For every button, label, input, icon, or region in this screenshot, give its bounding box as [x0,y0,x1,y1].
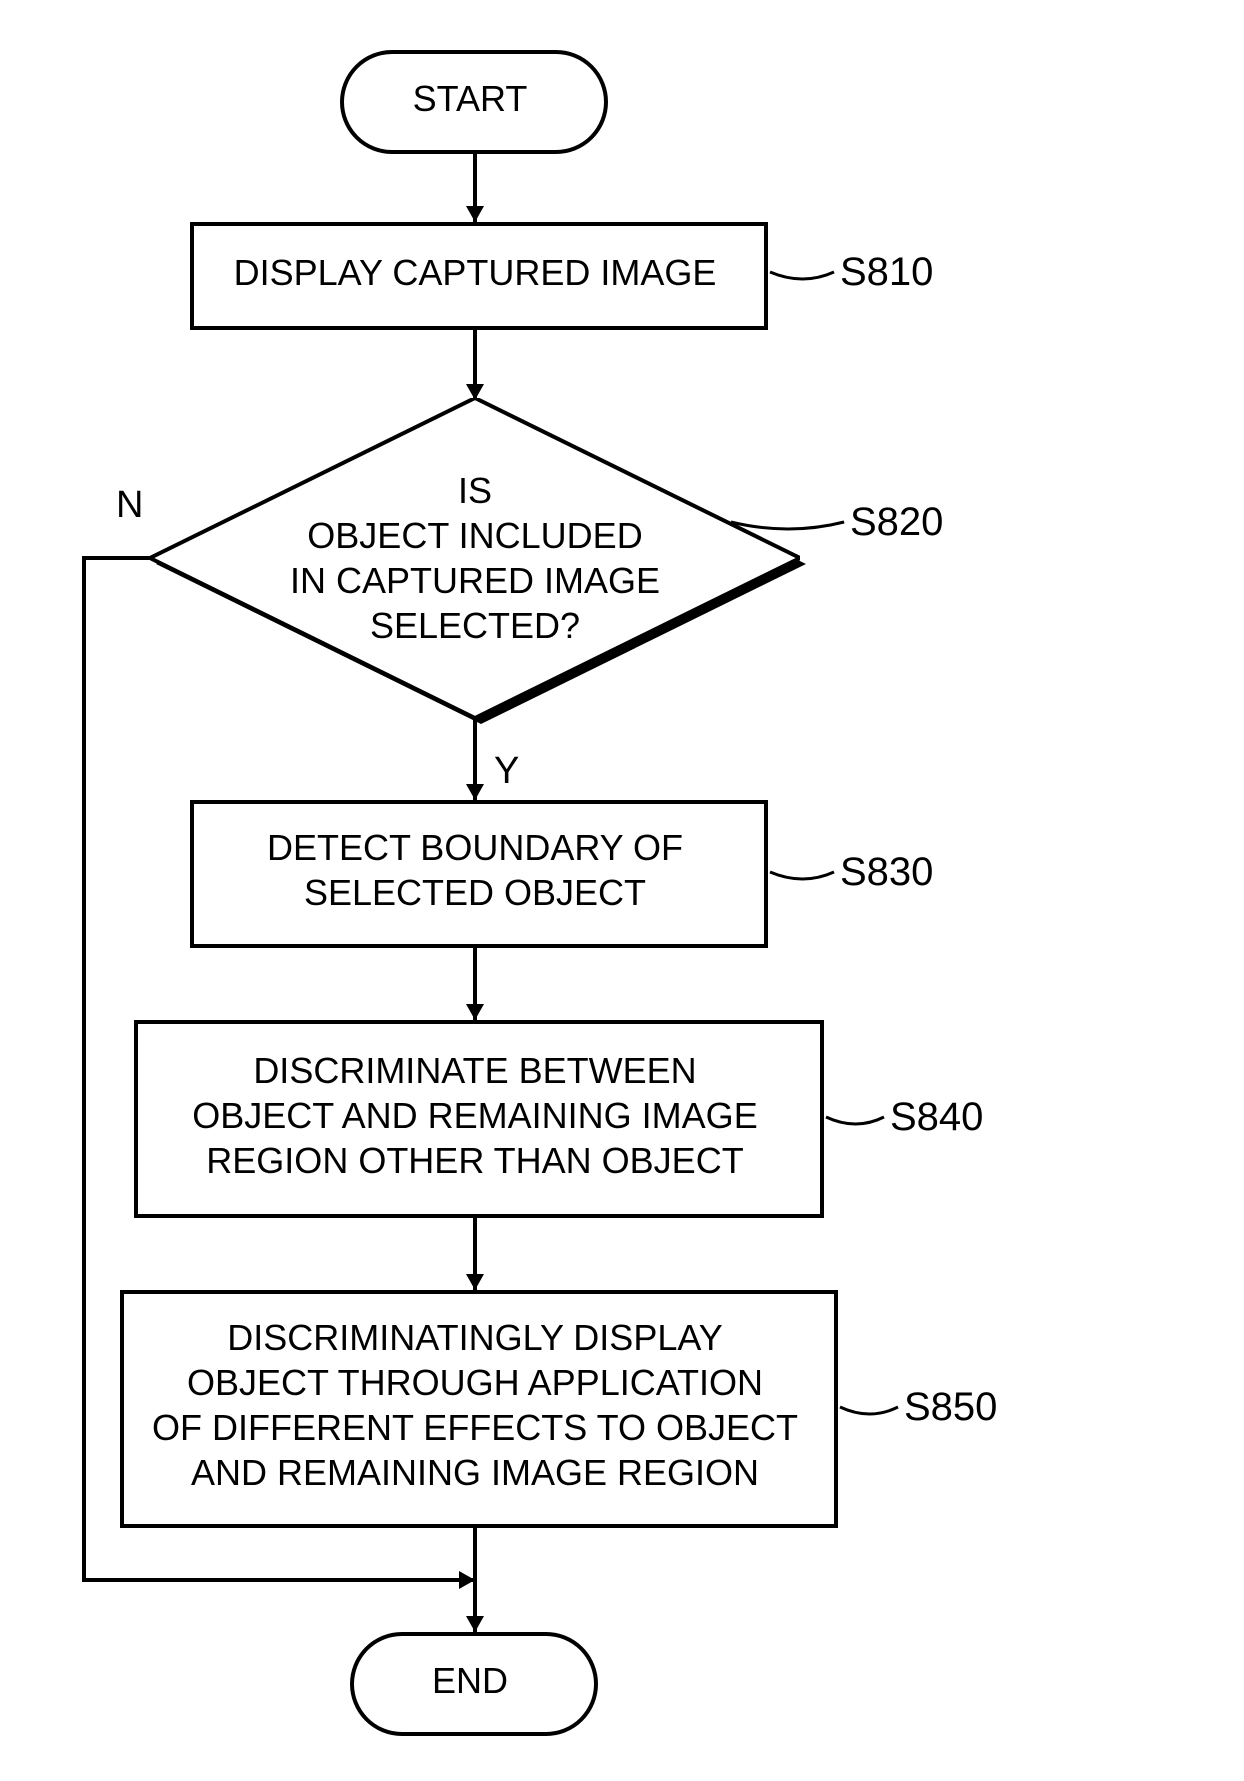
step-label: S820 [850,500,943,545]
process-node: DISCRIMINATE BETWEEN OBJECT AND REMAININ… [134,1020,816,1210]
step-label: S850 [904,1385,997,1430]
label-leader [820,1107,892,1127]
node-text: END [432,1658,508,1703]
label-leader [725,512,852,532]
node-text: START [413,76,528,121]
flow-arrow [455,132,495,242]
label-leader [764,862,842,882]
edge-label: Y [494,750,519,793]
label-leader [834,1397,906,1417]
node-text: DISCRIMINATE BETWEEN OBJECT AND REMAININ… [192,1048,757,1183]
label-leader [764,262,842,282]
process-node: DISCRIMINATINGLY DISPLAY OBJECT THROUGH … [120,1290,830,1520]
step-label: S810 [840,250,933,295]
step-label: S830 [840,850,933,895]
flow-arrow [455,308,495,420]
edge-label: N [116,484,143,527]
step-label: S840 [890,1095,983,1140]
node-text: DISCRIMINATINGLY DISPLAY OBJECT THROUGH … [152,1315,798,1495]
node-text: DETECT BOUNDARY OF SELECTED OBJECT [267,825,683,915]
node-text: DISPLAY CAPTURED IMAGE [234,250,717,295]
